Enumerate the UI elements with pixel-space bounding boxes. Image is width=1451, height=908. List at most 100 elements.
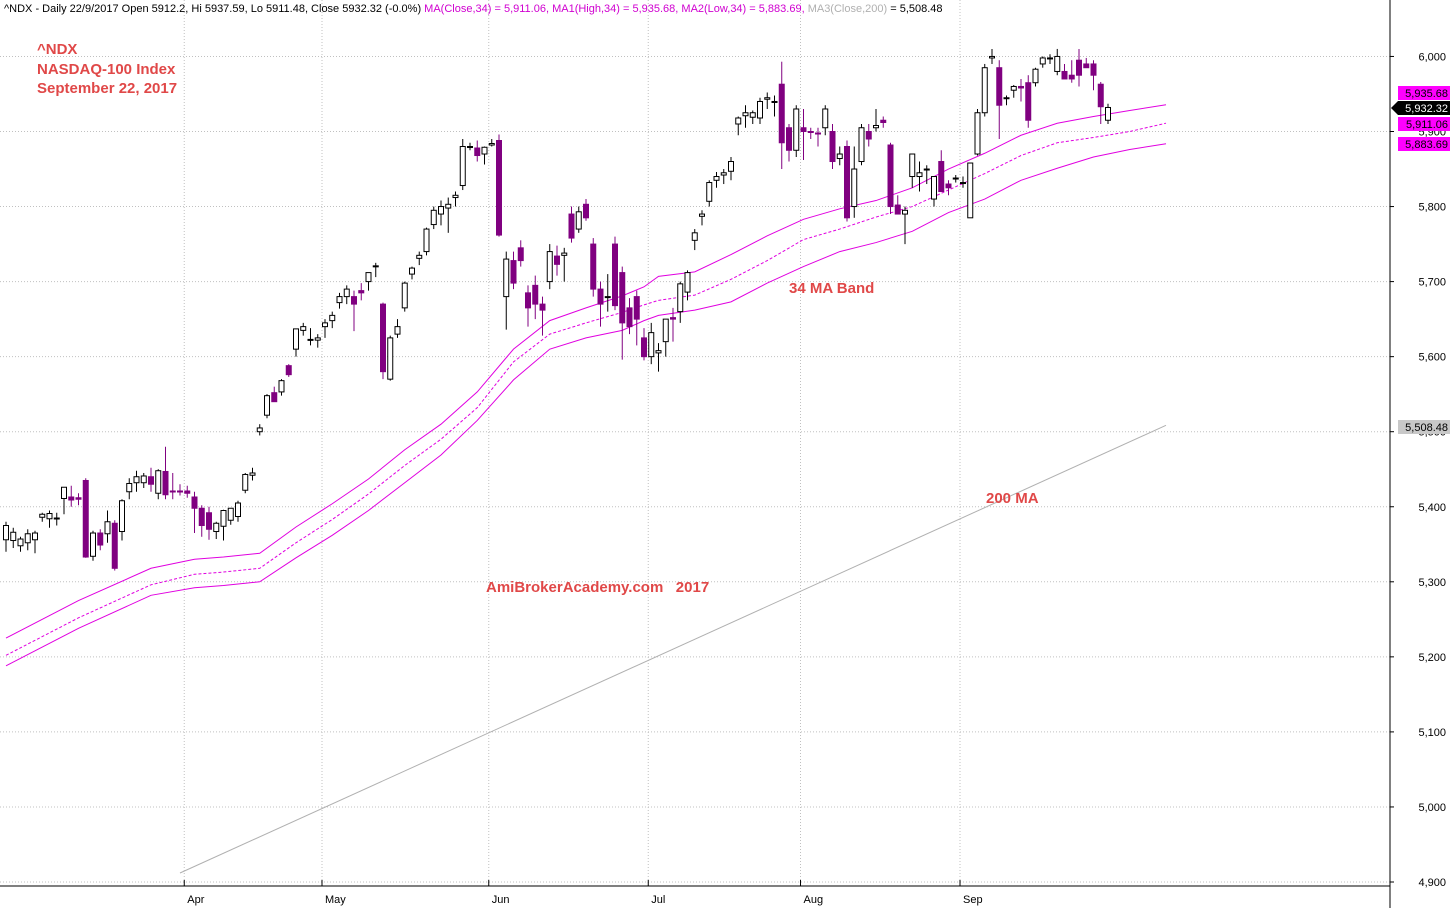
ma200-line — [179, 424, 1167, 874]
candle — [720, 169, 727, 185]
candle-body — [365, 272, 372, 283]
candle-body — [880, 119, 887, 123]
candle — [923, 165, 930, 185]
candle-body — [133, 476, 140, 484]
candle-body — [938, 161, 945, 193]
candle — [626, 298, 633, 335]
y-tick-label: 4,900 — [1418, 877, 1446, 889]
ma200-line-group — [179, 424, 1167, 874]
candle-body — [227, 507, 234, 521]
candle-body — [626, 307, 633, 328]
candle-body — [314, 337, 321, 341]
candle-body — [191, 496, 198, 509]
candle — [177, 484, 183, 496]
candle — [409, 266, 415, 280]
last-value-tag-label: 5,508.48 — [1405, 422, 1448, 434]
candle-body — [583, 203, 589, 219]
candle-body — [10, 531, 17, 542]
candle — [612, 236, 618, 311]
candle-body — [438, 206, 444, 215]
candle-body — [351, 296, 357, 305]
candle-body — [220, 510, 227, 527]
candle-body — [749, 112, 756, 118]
ma-band-group — [5, 104, 1167, 667]
y-tick-label: 5,700 — [1418, 277, 1446, 289]
candle — [53, 512, 60, 526]
last-value-tag-arrow — [1391, 101, 1398, 115]
candle-body — [822, 108, 829, 129]
candle — [358, 283, 365, 301]
last-value-tag-box — [1398, 137, 1450, 151]
candle — [32, 530, 38, 554]
candle-body — [1054, 55, 1061, 72]
candle — [119, 499, 125, 541]
candle-body — [293, 328, 299, 350]
candle — [691, 229, 698, 251]
annotation-34-ma-band: 34 MA Band — [789, 280, 874, 297]
candle-body — [169, 490, 176, 493]
candle-body — [720, 172, 727, 176]
candle-body — [945, 183, 952, 189]
watermark: AmiBrokerAcademy.com 2017 — [486, 579, 709, 596]
candle — [735, 116, 742, 136]
y-tick-label: 5,800 — [1418, 202, 1446, 214]
candle-body — [757, 100, 763, 119]
candle-body — [800, 127, 807, 132]
candle — [394, 319, 401, 338]
candle-body — [423, 228, 430, 253]
candle-body — [764, 97, 771, 100]
candle-body — [111, 522, 118, 569]
candle-body — [728, 161, 734, 172]
candle-body — [459, 146, 466, 187]
candle-body — [3, 525, 9, 541]
candle-body — [967, 162, 974, 219]
candle — [17, 536, 24, 552]
candle-body — [235, 502, 241, 518]
candle-body — [1068, 74, 1075, 80]
candle — [749, 110, 756, 124]
candle — [568, 206, 575, 243]
candle-body — [343, 288, 350, 298]
candle — [1061, 63, 1068, 80]
candle-body — [336, 296, 343, 304]
candle — [10, 527, 17, 549]
candle-body — [931, 176, 937, 200]
candle-body — [285, 365, 292, 376]
candle-body — [873, 124, 879, 129]
candle-body — [409, 267, 415, 275]
candle-body — [597, 288, 604, 305]
ma-low-line — [5, 143, 1167, 667]
candle-body — [771, 100, 778, 103]
candle-body — [532, 284, 539, 305]
candle — [314, 334, 321, 348]
candle — [1097, 81, 1104, 124]
candle — [546, 244, 553, 290]
grid-lines — [0, 0, 1390, 886]
candle — [104, 510, 111, 543]
candle — [619, 266, 626, 360]
candle — [1054, 48, 1061, 76]
candle — [728, 157, 734, 181]
header-ma-close: MA(Close,34) = 5,911.06, — [424, 3, 552, 15]
candle — [481, 146, 488, 165]
candle-body — [452, 194, 459, 199]
ma-high-line — [5, 104, 1167, 639]
candle-body — [974, 112, 981, 155]
candle — [945, 180, 952, 196]
candle — [111, 520, 118, 571]
candle — [597, 281, 604, 327]
candle — [61, 486, 67, 515]
candle — [496, 134, 502, 237]
candle — [39, 512, 46, 522]
candle — [169, 472, 176, 500]
candle — [590, 238, 597, 297]
candle — [278, 379, 285, 396]
candle-body — [119, 500, 125, 533]
candle — [249, 467, 256, 481]
candle — [1047, 54, 1053, 64]
candle — [575, 206, 582, 233]
candle-body — [916, 172, 923, 178]
candle — [699, 210, 705, 226]
candle — [82, 478, 89, 558]
candle-body — [909, 153, 916, 178]
